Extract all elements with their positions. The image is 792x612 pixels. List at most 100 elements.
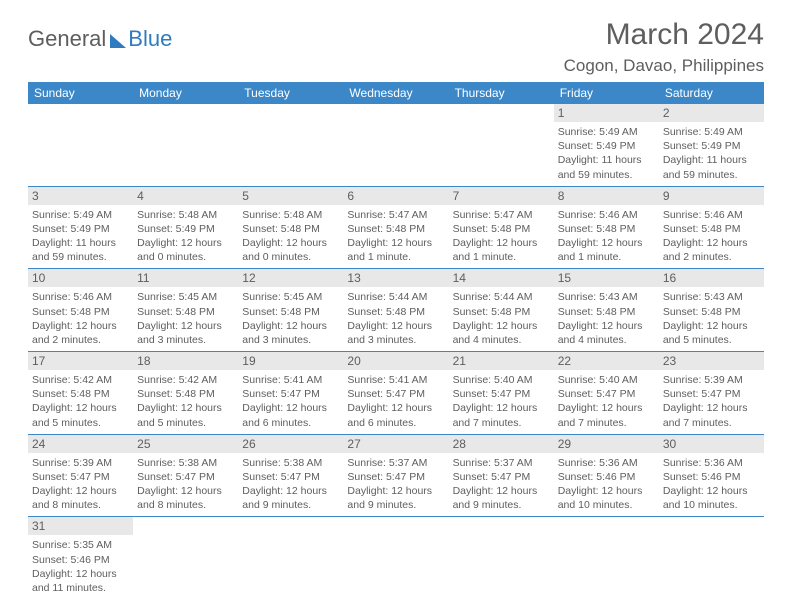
day-number: 25	[133, 435, 238, 453]
calendar-cell: 7Sunrise: 5:47 AMSunset: 5:48 PMDaylight…	[449, 186, 554, 269]
calendar-cell	[133, 104, 238, 186]
daylight-text: Daylight: 12 hours and 4 minutes.	[558, 319, 655, 347]
calendar-cell: 25Sunrise: 5:38 AMSunset: 5:47 PMDayligh…	[133, 434, 238, 517]
daylight-text: Daylight: 12 hours and 0 minutes.	[137, 236, 234, 264]
day-number: 9	[659, 187, 764, 205]
daylight-text: Daylight: 12 hours and 10 minutes.	[663, 484, 760, 512]
day-details: Sunrise: 5:49 AMSunset: 5:49 PMDaylight:…	[28, 205, 133, 269]
calendar-cell: 3Sunrise: 5:49 AMSunset: 5:49 PMDaylight…	[28, 186, 133, 269]
daylight-text: Daylight: 12 hours and 6 minutes.	[242, 401, 339, 429]
calendar-cell	[133, 517, 238, 599]
sunrise-text: Sunrise: 5:43 AM	[558, 290, 655, 304]
day-number: 4	[133, 187, 238, 205]
day-number: 7	[449, 187, 554, 205]
sunset-text: Sunset: 5:47 PM	[137, 470, 234, 484]
daylight-text: Daylight: 12 hours and 7 minutes.	[558, 401, 655, 429]
daylight-text: Daylight: 12 hours and 11 minutes.	[32, 567, 129, 595]
daylight-text: Daylight: 12 hours and 2 minutes.	[32, 319, 129, 347]
day-details: Sunrise: 5:43 AMSunset: 5:48 PMDaylight:…	[554, 287, 659, 351]
calendar-cell: 4Sunrise: 5:48 AMSunset: 5:49 PMDaylight…	[133, 186, 238, 269]
day-details: Sunrise: 5:44 AMSunset: 5:48 PMDaylight:…	[343, 287, 448, 351]
sunset-text: Sunset: 5:48 PM	[32, 387, 129, 401]
day-number: 24	[28, 435, 133, 453]
day-details: Sunrise: 5:46 AMSunset: 5:48 PMDaylight:…	[554, 205, 659, 269]
brand-blue: Blue	[128, 26, 172, 52]
day-details: Sunrise: 5:49 AMSunset: 5:49 PMDaylight:…	[659, 122, 764, 186]
sunset-text: Sunset: 5:47 PM	[242, 387, 339, 401]
day-details: Sunrise: 5:47 AMSunset: 5:48 PMDaylight:…	[449, 205, 554, 269]
daylight-text: Daylight: 12 hours and 1 minute.	[347, 236, 444, 264]
day-details: Sunrise: 5:45 AMSunset: 5:48 PMDaylight:…	[133, 287, 238, 351]
title-block: March 2024 Cogon, Davao, Philippines	[564, 18, 764, 76]
day-details: Sunrise: 5:39 AMSunset: 5:47 PMDaylight:…	[28, 453, 133, 517]
daylight-text: Daylight: 12 hours and 0 minutes.	[242, 236, 339, 264]
sunset-text: Sunset: 5:48 PM	[347, 222, 444, 236]
daylight-text: Daylight: 12 hours and 3 minutes.	[347, 319, 444, 347]
sunrise-text: Sunrise: 5:48 AM	[242, 208, 339, 222]
day-details: Sunrise: 5:48 AMSunset: 5:49 PMDaylight:…	[133, 205, 238, 269]
day-number: 10	[28, 269, 133, 287]
calendar-row: 17Sunrise: 5:42 AMSunset: 5:48 PMDayligh…	[28, 352, 764, 435]
sunrise-text: Sunrise: 5:43 AM	[663, 290, 760, 304]
calendar-cell: 5Sunrise: 5:48 AMSunset: 5:48 PMDaylight…	[238, 186, 343, 269]
sunrise-text: Sunrise: 5:42 AM	[137, 373, 234, 387]
sunrise-text: Sunrise: 5:40 AM	[558, 373, 655, 387]
dow-monday: Monday	[133, 82, 238, 104]
sunrise-text: Sunrise: 5:40 AM	[453, 373, 550, 387]
daylight-text: Daylight: 12 hours and 3 minutes.	[137, 319, 234, 347]
day-details: Sunrise: 5:46 AMSunset: 5:48 PMDaylight:…	[659, 205, 764, 269]
calendar-row: 24Sunrise: 5:39 AMSunset: 5:47 PMDayligh…	[28, 434, 764, 517]
sunrise-text: Sunrise: 5:47 AM	[347, 208, 444, 222]
calendar-cell	[449, 517, 554, 599]
day-details: Sunrise: 5:38 AMSunset: 5:47 PMDaylight:…	[133, 453, 238, 517]
sunrise-text: Sunrise: 5:49 AM	[558, 125, 655, 139]
sunset-text: Sunset: 5:48 PM	[663, 305, 760, 319]
daylight-text: Daylight: 11 hours and 59 minutes.	[32, 236, 129, 264]
calendar-cell: 2Sunrise: 5:49 AMSunset: 5:49 PMDaylight…	[659, 104, 764, 186]
calendar-row: 3Sunrise: 5:49 AMSunset: 5:49 PMDaylight…	[28, 186, 764, 269]
sunset-text: Sunset: 5:46 PM	[32, 553, 129, 567]
day-details: Sunrise: 5:41 AMSunset: 5:47 PMDaylight:…	[343, 370, 448, 434]
sunset-text: Sunset: 5:48 PM	[347, 305, 444, 319]
calendar-cell: 20Sunrise: 5:41 AMSunset: 5:47 PMDayligh…	[343, 352, 448, 435]
daylight-text: Daylight: 12 hours and 8 minutes.	[32, 484, 129, 512]
dow-tuesday: Tuesday	[238, 82, 343, 104]
day-number: 23	[659, 352, 764, 370]
day-details: Sunrise: 5:40 AMSunset: 5:47 PMDaylight:…	[449, 370, 554, 434]
day-number: 27	[343, 435, 448, 453]
sunset-text: Sunset: 5:48 PM	[137, 305, 234, 319]
day-details: Sunrise: 5:36 AMSunset: 5:46 PMDaylight:…	[554, 453, 659, 517]
sunset-text: Sunset: 5:48 PM	[663, 222, 760, 236]
page-header: General Blue March 2024 Cogon, Davao, Ph…	[28, 18, 764, 76]
sunrise-text: Sunrise: 5:38 AM	[242, 456, 339, 470]
daylight-text: Daylight: 12 hours and 2 minutes.	[663, 236, 760, 264]
calendar-cell: 30Sunrise: 5:36 AMSunset: 5:46 PMDayligh…	[659, 434, 764, 517]
sunset-text: Sunset: 5:47 PM	[32, 470, 129, 484]
calendar-head: Sunday Monday Tuesday Wednesday Thursday…	[28, 82, 764, 104]
calendar-cell: 29Sunrise: 5:36 AMSunset: 5:46 PMDayligh…	[554, 434, 659, 517]
day-number: 21	[449, 352, 554, 370]
daylight-text: Daylight: 12 hours and 1 minute.	[453, 236, 550, 264]
dow-friday: Friday	[554, 82, 659, 104]
sunset-text: Sunset: 5:47 PM	[242, 470, 339, 484]
sunrise-text: Sunrise: 5:49 AM	[663, 125, 760, 139]
day-number: 1	[554, 104, 659, 122]
day-details: Sunrise: 5:37 AMSunset: 5:47 PMDaylight:…	[449, 453, 554, 517]
daylight-text: Daylight: 12 hours and 9 minutes.	[347, 484, 444, 512]
day-details: Sunrise: 5:41 AMSunset: 5:47 PMDaylight:…	[238, 370, 343, 434]
sunset-text: Sunset: 5:48 PM	[558, 222, 655, 236]
calendar-body: 1Sunrise: 5:49 AMSunset: 5:49 PMDaylight…	[28, 104, 764, 599]
calendar-cell: 19Sunrise: 5:41 AMSunset: 5:47 PMDayligh…	[238, 352, 343, 435]
daylight-text: Daylight: 12 hours and 9 minutes.	[242, 484, 339, 512]
day-details: Sunrise: 5:45 AMSunset: 5:48 PMDaylight:…	[238, 287, 343, 351]
sunset-text: Sunset: 5:48 PM	[137, 387, 234, 401]
sunrise-text: Sunrise: 5:37 AM	[347, 456, 444, 470]
day-number: 28	[449, 435, 554, 453]
calendar-cell	[449, 104, 554, 186]
day-number: 17	[28, 352, 133, 370]
calendar-cell: 12Sunrise: 5:45 AMSunset: 5:48 PMDayligh…	[238, 269, 343, 352]
dow-saturday: Saturday	[659, 82, 764, 104]
sunrise-text: Sunrise: 5:44 AM	[453, 290, 550, 304]
day-details: Sunrise: 5:35 AMSunset: 5:46 PMDaylight:…	[28, 535, 133, 599]
day-details: Sunrise: 5:39 AMSunset: 5:47 PMDaylight:…	[659, 370, 764, 434]
